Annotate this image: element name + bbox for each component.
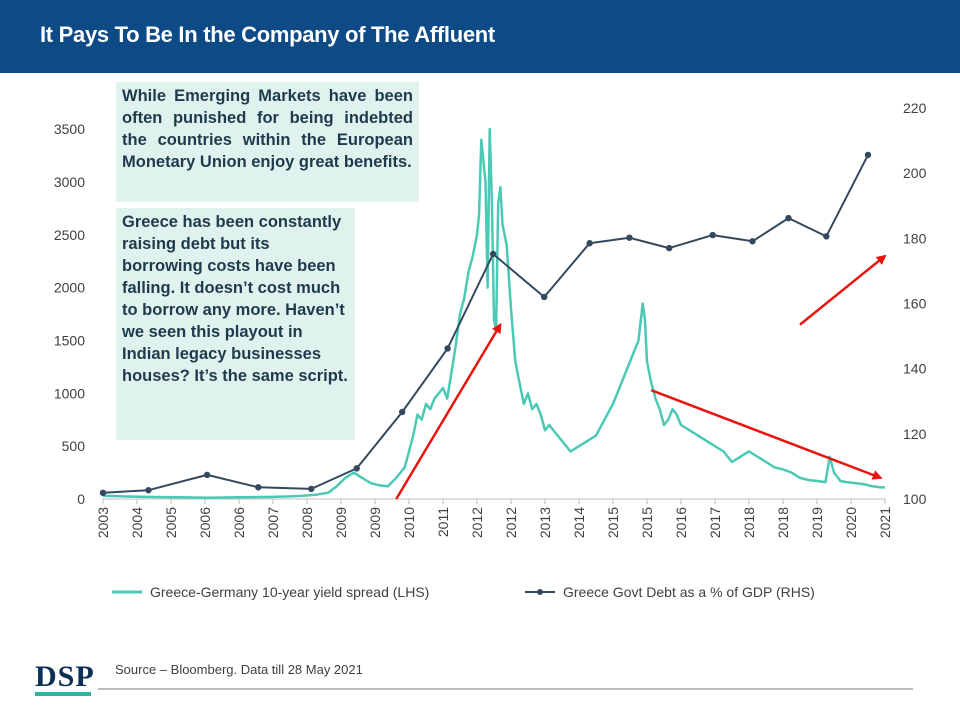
debt-point	[586, 240, 593, 247]
x-axis-tick-label: 2005	[163, 507, 179, 538]
debt-point	[203, 471, 211, 479]
x-axis-tick-label: 2004	[129, 507, 145, 538]
left-axis-tick-label: 3500	[54, 121, 85, 137]
trend-arrow	[799, 254, 887, 326]
debt-point	[864, 151, 872, 159]
debt-point	[308, 485, 315, 493]
debt-point	[823, 233, 830, 240]
legend-debt-line-icon	[525, 589, 555, 595]
series-debt-line	[102, 154, 869, 494]
x-axis-tick-label: 2016	[673, 507, 689, 538]
x-axis-tick-label: 2018	[775, 507, 791, 538]
debt-point	[99, 489, 107, 497]
left-axis-tick-label: 1500	[54, 332, 85, 348]
debt-point	[749, 238, 756, 245]
x-axis-tick-label: 2006	[197, 507, 213, 538]
debt-point	[255, 484, 262, 491]
page-title: It Pays To Be In the Company of The Affl…	[40, 22, 495, 47]
series-spread-line	[102, 127, 885, 499]
legend-spread-label: Greece-Germany 10-year yield spread (LHS…	[150, 584, 430, 600]
left-axis-tick-label: 0	[77, 491, 85, 507]
debt-point	[489, 250, 497, 258]
x-axis-tick-label: 2003	[95, 507, 111, 538]
left-axis-tick-label: 500	[62, 438, 86, 454]
legend-item-debt: Greece Govt Debt as a % of GDP (RHS)	[523, 582, 815, 602]
x-axis-tick-label: 2012	[469, 507, 485, 538]
legend-spread-line-icon	[112, 590, 142, 594]
x-axis-tick-label: 2019	[809, 507, 825, 538]
commentary-note-greece: Greece has been constantly raising debt …	[116, 208, 355, 440]
x-axis-tick-label: 2012	[503, 507, 519, 538]
x-axis-tick-label: 2011	[435, 507, 451, 537]
debt-point	[398, 408, 406, 416]
x-axis-tick-label: 2008	[299, 507, 315, 538]
logo-underline	[35, 692, 91, 696]
x-axis-tick-label: 2009	[333, 507, 349, 538]
debt-point	[145, 487, 152, 494]
right-axis-tick-label: 120	[903, 426, 927, 442]
x-axis-tick-label: 2018	[741, 507, 757, 538]
right-axis-tick-label: 160	[903, 296, 927, 312]
x-axis-tick-label: 2017	[707, 507, 723, 538]
legend-debt-label: Greece Govt Debt as a % of GDP (RHS)	[563, 584, 815, 600]
legend-item-spread: Greece-Germany 10-year yield spread (LHS…	[110, 582, 429, 602]
x-axis-tick-label: 2010	[401, 507, 417, 538]
debt-point	[353, 465, 360, 472]
trend-arrow	[395, 322, 502, 500]
commentary-note-emerging-markets: While Emerging Markets have been often p…	[116, 82, 419, 202]
right-axis-tick-label: 180	[903, 230, 927, 246]
debt-point	[444, 345, 451, 352]
x-axis-tick-label: 2020	[843, 507, 859, 538]
x-axis-tick-label: 2014	[571, 507, 587, 538]
chart: 0 500 1000 1500 2000 2500 3000 3500 100 120 140 160…	[54, 100, 927, 538]
header-bar: It Pays To Be In the Company of The Affl…	[0, 0, 960, 73]
left-axis-tick-label: 1000	[54, 385, 85, 401]
right-axis-tick-label: 220	[903, 100, 927, 116]
source-note: Source – Bloomberg. Data till 28 May 202…	[115, 662, 363, 677]
debt-point	[709, 231, 716, 239]
debt-point	[665, 244, 673, 252]
x-axis-tick-label: 2007	[265, 507, 281, 538]
left-axis-tick-label: 2000	[54, 280, 85, 296]
left-axis-tick-label: 3000	[54, 174, 85, 190]
x-axis-tick-label: 2015	[605, 507, 621, 538]
right-axis-tick-label: 200	[903, 165, 927, 181]
x-axis-tick-label: 2015	[639, 507, 655, 538]
x-axis-tick-label: 2021	[877, 507, 893, 538]
x-axis-tick-label: 2006	[231, 507, 247, 538]
debt-point	[785, 214, 792, 222]
right-axis-tick-label: 140	[903, 361, 927, 377]
trend-arrow	[650, 388, 883, 480]
debt-point	[626, 234, 633, 241]
x-axis-tick-label: 2009	[367, 507, 383, 538]
left-axis-tick-label: 2500	[54, 227, 85, 243]
debt-point	[541, 293, 548, 301]
dsp-logo: DSP	[35, 660, 95, 693]
x-axis-tick-label: 2013	[537, 507, 553, 538]
footer-divider	[98, 688, 913, 690]
right-axis-tick-label: 100	[903, 491, 927, 507]
